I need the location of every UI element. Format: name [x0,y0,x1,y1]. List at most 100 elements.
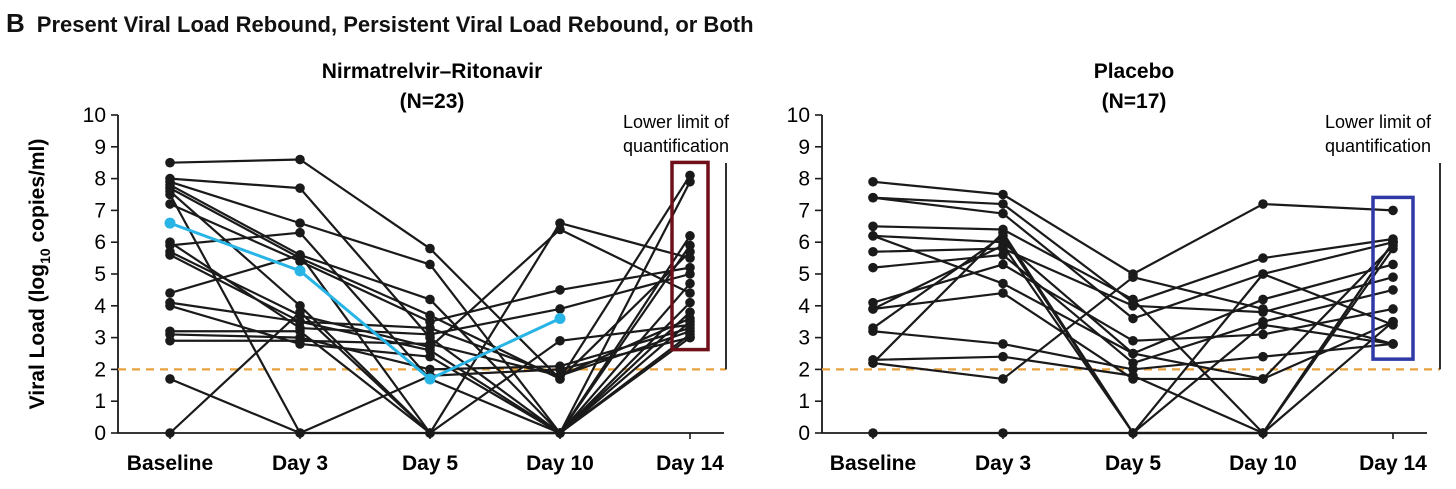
y-tick-label: 0 [798,422,810,445]
data-point [1128,313,1138,324]
data-point [998,278,1008,289]
data-point [685,231,695,241]
data-point [868,221,878,232]
y-tick-label: 4 [94,295,106,318]
data-point [295,227,305,238]
data-point [1128,348,1138,359]
data-point [295,428,305,438]
data-point [998,240,1008,251]
data-point [998,208,1008,219]
x-tick-label: Day 10 [526,452,594,475]
data-point [165,335,175,346]
data-point [165,199,175,209]
data-point [295,183,305,193]
y-tick-label: 3 [94,327,106,350]
lloq-annotation: quantification [623,136,729,156]
data-point [165,189,175,200]
data-point [555,304,565,314]
data-point [1128,370,1138,381]
data-point [685,176,695,187]
y-tick-label: 4 [798,295,810,318]
data-point [1258,320,1268,330]
data-point [868,176,878,187]
lloq-annotation: quantification [1325,136,1431,156]
y-tick-label: 3 [798,327,810,350]
y-tick-label: 6 [94,231,106,254]
data-point [868,262,878,273]
highlight-series-line [169,221,561,381]
data-point [685,332,695,343]
data-point [1128,272,1138,282]
chart-subtitle: (N=17) [1102,90,1167,113]
y-tick-label: 7 [798,199,810,222]
panel-letter: B [6,8,25,38]
data-point [165,288,175,298]
data-point [555,285,565,295]
data-point [1388,205,1398,216]
data-point [685,288,695,298]
series-line [872,225,1394,435]
x-tick-label: Day 5 [1105,452,1161,475]
data-point [425,243,435,254]
data-point [1258,294,1268,305]
data-point [998,428,1008,438]
data-point [1388,316,1398,327]
data-point [1258,253,1268,263]
data-point [425,428,435,438]
data-point [295,250,305,260]
y-tick-label: 5 [798,263,810,286]
data-point [1128,335,1138,346]
data-point [998,351,1008,362]
data-point [1258,304,1268,314]
data-point [998,259,1008,270]
data-point [868,358,878,368]
data-point [685,278,695,289]
data-point [998,374,1008,384]
data-point [868,326,878,337]
y-tick-label: 8 [798,168,810,191]
data-point [295,316,305,327]
data-point [1258,329,1268,340]
data-point [425,294,435,305]
data-point [1388,259,1398,270]
x-tick-label: Day 14 [656,452,724,475]
y-tick-label: 8 [94,168,106,191]
data-point [165,374,175,384]
highlight-data-point [424,373,436,385]
y-tick-label: 1 [798,390,810,413]
y-tick-label: 10 [787,104,810,127]
highlight-data-point [164,217,176,229]
y-tick-label: 9 [798,136,810,159]
y-tick-label: 2 [94,358,106,381]
data-point [165,157,175,168]
data-point [425,339,435,349]
day14-highlight-box [1371,195,1415,361]
data-point [295,218,305,228]
data-point [998,189,1008,200]
data-point [685,297,695,308]
data-point [1388,339,1398,349]
data-point [165,250,175,260]
data-point [1258,351,1268,362]
data-point [1388,272,1398,282]
data-point [555,428,565,438]
data-point [555,224,565,235]
highlight-data-point [294,265,306,277]
data-point [1258,269,1268,279]
data-point [868,231,878,241]
data-point [1258,428,1268,438]
highlight-data-point [554,313,566,325]
data-point [295,335,305,346]
lloq-annotation: Lower limit of [623,112,730,132]
series-line [872,231,1394,435]
y-tick-label: 7 [94,199,106,222]
y-tick-label: 10 [83,104,106,127]
data-point [1128,428,1138,438]
y-tick-label: 2 [798,358,810,381]
chart-title: Placebo [1094,60,1175,83]
data-point [165,428,175,438]
data-point [998,227,1008,238]
data-point [868,246,878,257]
y-tick-label: 1 [94,390,106,413]
data-point [998,199,1008,209]
